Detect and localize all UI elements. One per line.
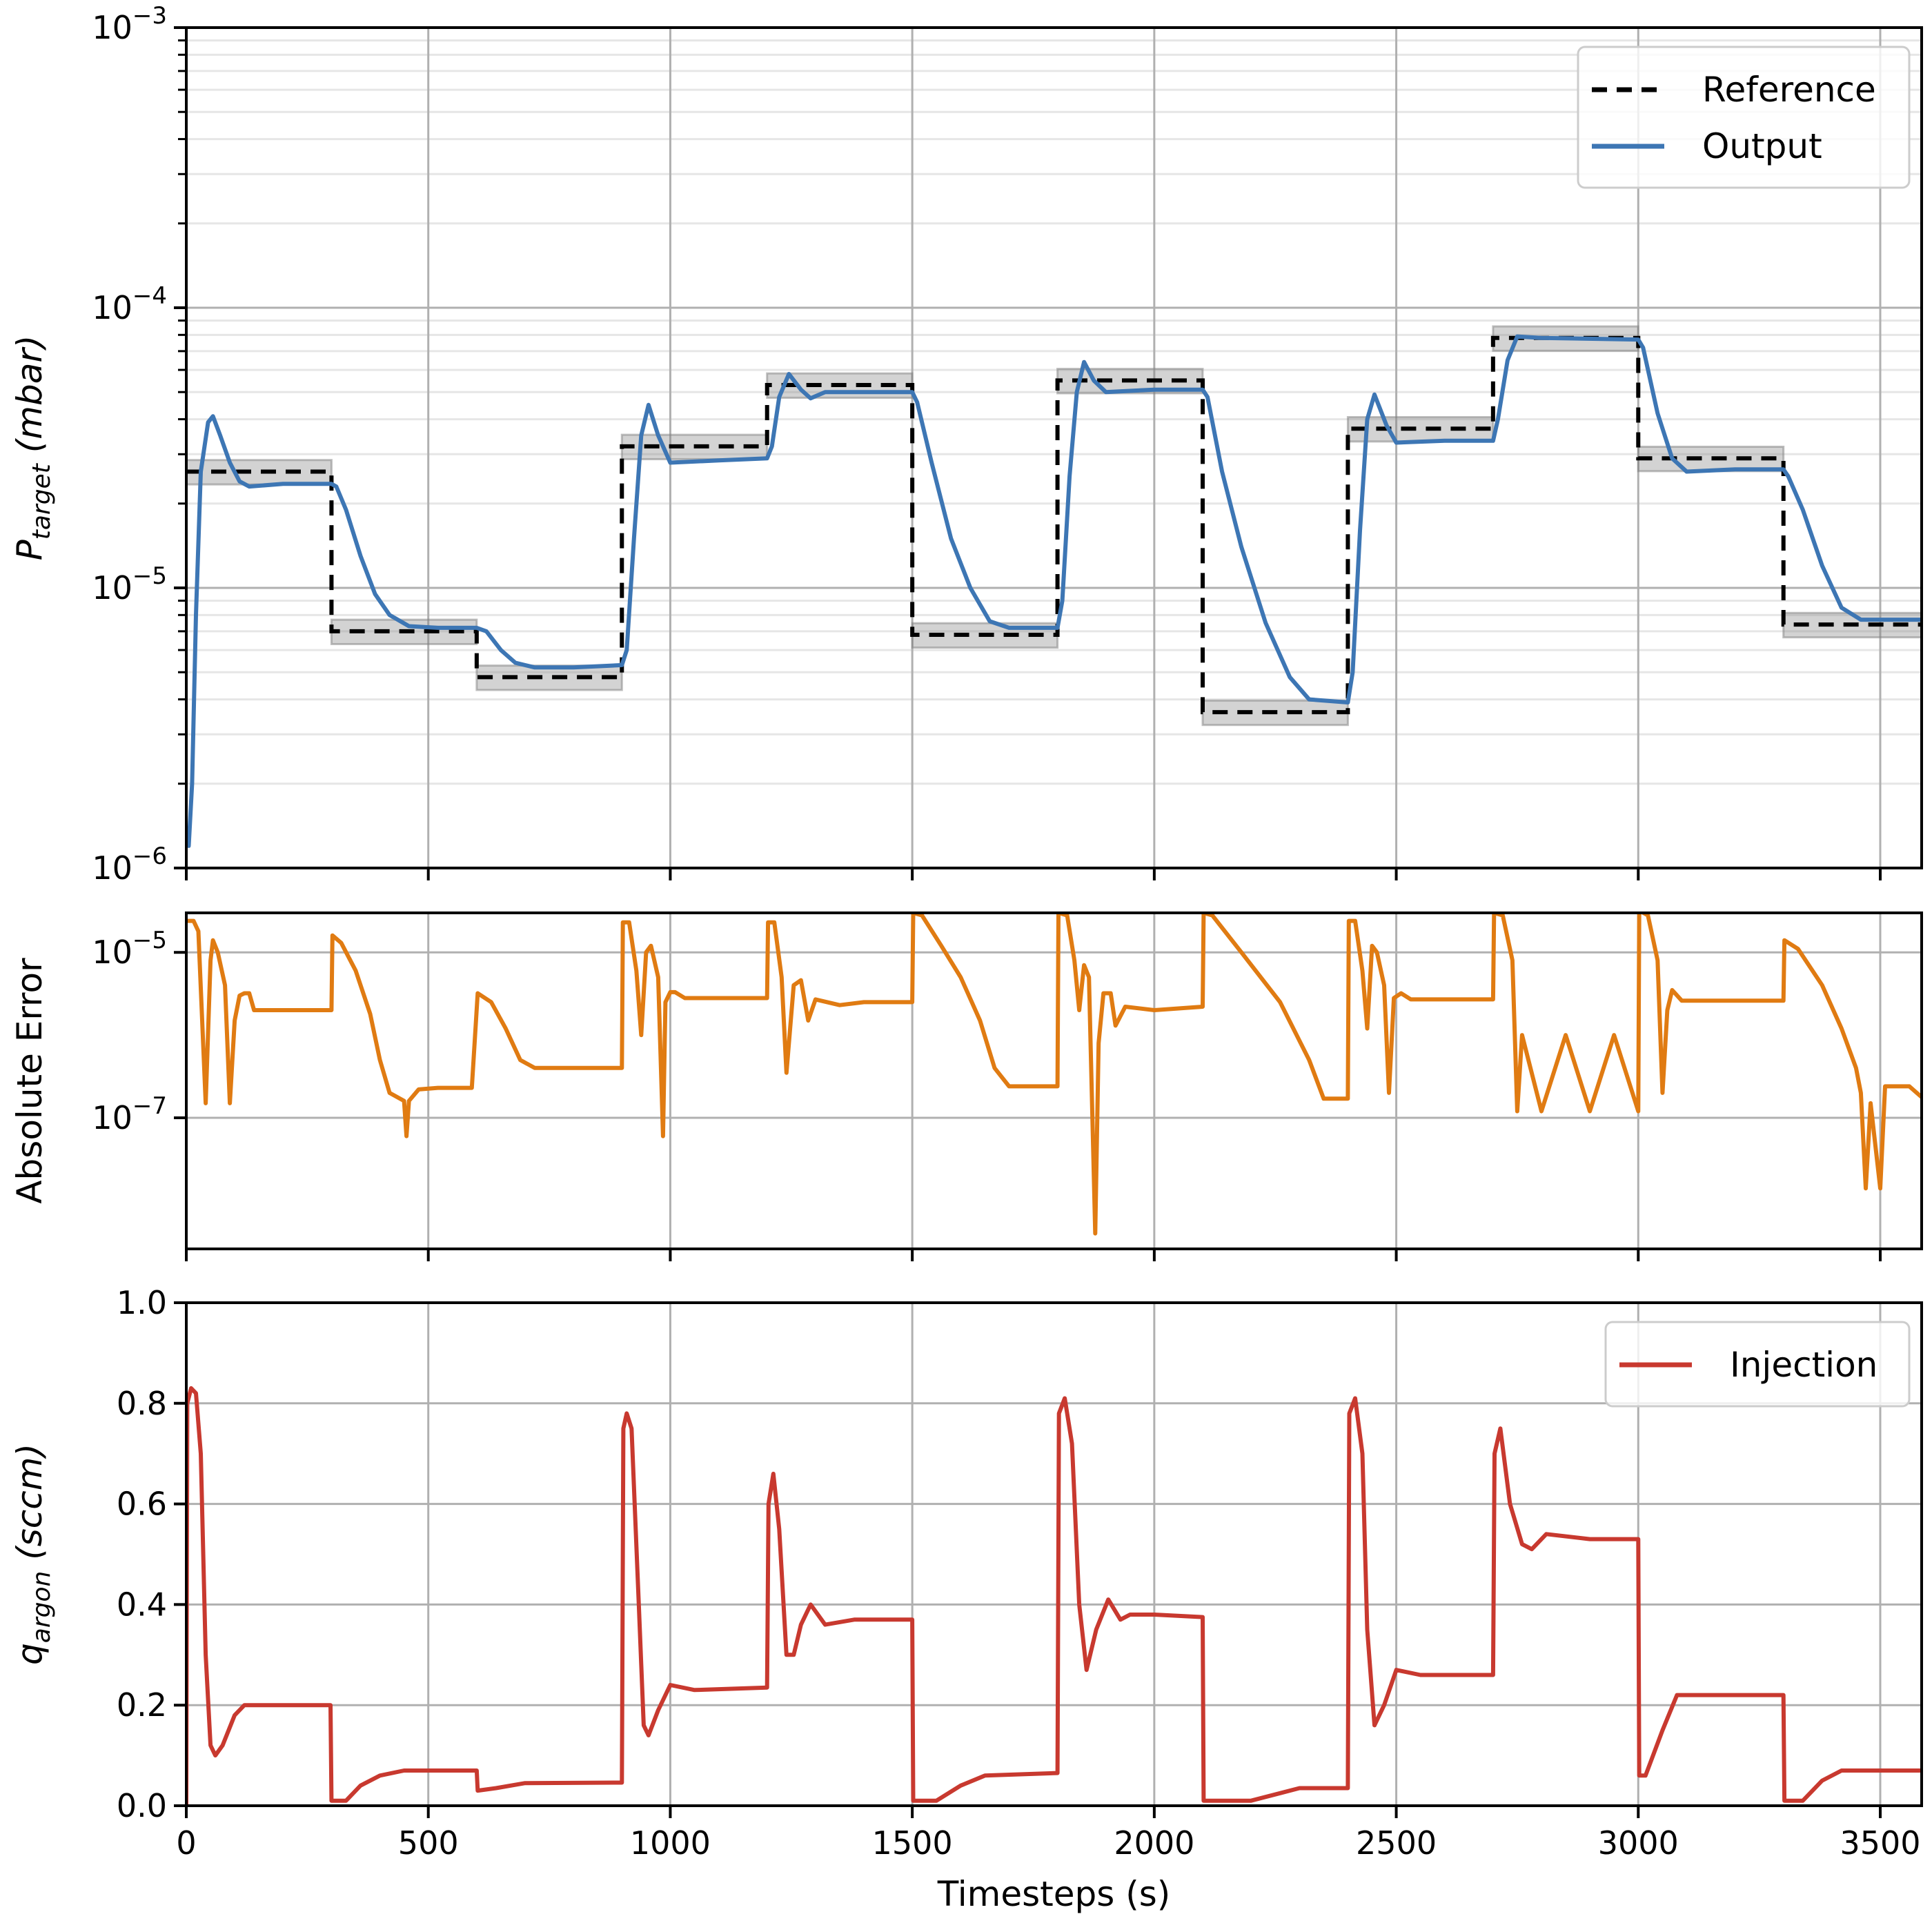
legend-box [1577,46,1911,189]
y-tick-label: 0.4 [117,1586,167,1623]
label-subscript: target [28,462,56,540]
axes-frame [185,26,1923,869]
legend: Injection [1604,1321,1911,1408]
plot-area [186,1386,1922,1806]
tolerance-band [1346,416,1495,443]
label-unit: (sccm) [10,1443,50,1571]
x-tick-label: 2000 [1114,1824,1194,1862]
tick-base: 10 [92,1099,132,1136]
x-axis-label: Timesteps (s) [937,1874,1171,1914]
x-tick-label: 2500 [1356,1824,1437,1862]
label-main: q [10,1643,50,1665]
y-tick-label: 0.2 [117,1686,167,1724]
label-unit: (mbar) [10,335,50,464]
legend-label: Output [1702,126,1822,166]
tick-exponent: −5 [132,562,167,590]
y-tick-label: 0.0 [117,1787,167,1824]
legend-box [1604,1321,1911,1408]
axes-frame [185,911,1923,1250]
y-tick-label: 10−4 [92,282,167,326]
y-tick-label: 0.8 [117,1385,167,1422]
x-tick-label: 3500 [1840,1824,1920,1862]
tick-base: 10 [92,569,132,607]
absolute-error-line [186,913,1922,1236]
label-main: P [10,539,50,560]
label-subscript: argon [28,1571,56,1644]
tick-exponent: −6 [132,842,167,870]
axes-frame [185,1301,1923,1807]
output-line [186,334,1922,848]
y-tick-label: 1.0 [117,1284,167,1321]
x-tick-label: 1500 [872,1824,953,1862]
injection-panel: 0.0 0.2 0.4 0.6 0.8 1.0 qargon (sccm) 0 500 1000 1… [10,1284,1923,1914]
y-tick-label: 10−3 [92,2,167,46]
legend-label: Injection [1730,1345,1877,1385]
injection-line [186,1386,1922,1806]
y-tick-label: 10−5 [92,562,167,607]
legend-label: Reference [1702,70,1876,110]
tick-base: 10 [92,289,132,326]
y-tick-label: 10−5 [92,927,167,971]
x-tick-label: 0 [176,1824,196,1862]
tick-base: 10 [92,849,132,887]
plot-area [186,913,1922,1236]
tick-exponent: −7 [132,1092,167,1120]
x-tick-label: 500 [398,1824,459,1862]
reference-line [186,335,1922,715]
y-axis-label: Absolute Error [10,958,50,1204]
tick-base: 10 [92,9,132,46]
y-axis-label: qargon (sccm) [10,1443,56,1665]
tick-exponent: −3 [132,2,167,30]
y-axis-label: Ptarget (mbar) [10,335,56,561]
tick-base: 10 [92,934,132,971]
y-tick-label: 10−6 [92,842,167,887]
y-tick-label: 10−7 [92,1092,167,1136]
tick-exponent: −4 [132,282,167,310]
tolerance-band [475,664,623,691]
plot-area [186,325,1922,848]
y-tick-label: 0.6 [117,1486,167,1523]
legend: Reference Output [1577,46,1911,189]
x-tick-label: 3000 [1598,1824,1679,1862]
tick-exponent: −5 [132,927,167,954]
tolerance-band [186,459,333,486]
x-tick-label: 1000 [630,1824,711,1862]
